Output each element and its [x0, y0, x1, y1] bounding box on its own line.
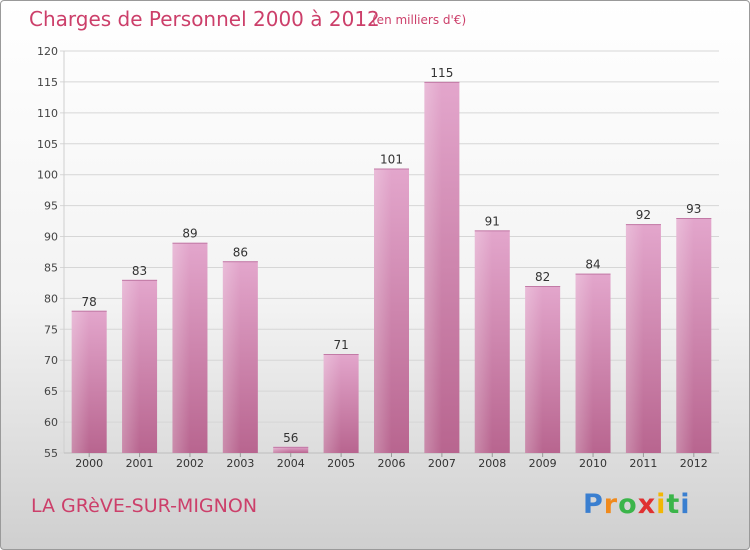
bar-highlight	[424, 81, 442, 453]
bar-highlight	[575, 273, 594, 453]
bar-highlight	[273, 446, 291, 453]
bar-highlight	[676, 217, 694, 453]
y-tick-label: 85	[44, 261, 58, 274]
bar-value-label: 115	[430, 66, 453, 80]
y-tick-label: 120	[37, 45, 58, 58]
bar-value-label: 93	[686, 202, 701, 216]
logo-letter: P	[583, 489, 604, 520]
logo-letter: x	[637, 489, 657, 520]
logo-letter: r	[603, 489, 619, 520]
bar-value-label: 91	[485, 214, 500, 228]
bar-value-label: 84	[585, 258, 600, 272]
bar-highlight	[525, 286, 543, 453]
y-tick-label: 110	[37, 107, 58, 120]
chart-subtitle: (en milliers d'€)	[372, 13, 467, 27]
x-tick-label: 2000	[75, 457, 103, 470]
bar-value-label: 92	[636, 208, 651, 222]
y-tick-label: 65	[44, 385, 58, 398]
y-tick-label: 105	[37, 138, 58, 151]
x-tick-label: 2008	[478, 457, 506, 470]
bar-highlight	[222, 261, 241, 453]
x-tick-label: 2003	[226, 457, 254, 470]
y-tick-label: 75	[44, 323, 58, 336]
bar-value-label: 82	[535, 270, 550, 284]
logo-letter: i	[656, 489, 667, 520]
location-name: LA GRèVE-SUR-MIGNON	[31, 495, 258, 517]
y-tick-label: 90	[44, 231, 58, 244]
bar-highlight	[172, 242, 190, 453]
logo-letter: o	[618, 489, 638, 520]
proxiti-logo: Proxiti	[583, 489, 691, 520]
bar-value-label: 78	[82, 295, 97, 309]
y-tick-label: 80	[44, 292, 58, 305]
x-tick-label: 2012	[680, 457, 708, 470]
bar-value-label: 83	[132, 264, 147, 278]
bar-highlight	[374, 168, 392, 453]
y-tick-label: 55	[44, 447, 58, 460]
bar-value-label: 56	[283, 431, 298, 445]
x-tick-label: 2006	[378, 457, 406, 470]
bar-highlight	[122, 279, 140, 453]
x-tick-label: 2005	[327, 457, 355, 470]
logo-letter: i	[680, 489, 691, 520]
x-tick-label: 2007	[428, 457, 456, 470]
x-tick-label: 2010	[579, 457, 607, 470]
x-tick-label: 2011	[629, 457, 657, 470]
y-tick-label: 115	[37, 76, 58, 89]
y-tick-label: 95	[44, 200, 58, 213]
x-tick-label: 2002	[176, 457, 204, 470]
y-tick-label: 100	[37, 169, 58, 182]
bar-value-label: 86	[233, 245, 248, 259]
y-tick-label: 70	[44, 354, 58, 367]
bar-value-label: 89	[182, 227, 197, 241]
y-tick-label: 60	[44, 416, 58, 429]
chart-title: Charges de Personnel 2000 à 2012	[29, 7, 380, 31]
logo-letter: t	[666, 489, 681, 520]
x-tick-label: 2001	[126, 457, 154, 470]
bar-highlight	[71, 310, 90, 453]
bar-value-label: 101	[380, 153, 403, 167]
bar-value-label: 71	[333, 338, 348, 352]
bar-highlight	[323, 354, 342, 453]
bar-highlight	[474, 230, 493, 453]
x-tick-label: 2004	[277, 457, 305, 470]
x-tick-label: 2009	[529, 457, 557, 470]
bar-chart: 55 60 65 70 75 80 85 90 95 100 105 110 115 120 78 83 89…	[37, 45, 719, 470]
bar-highlight	[625, 224, 644, 453]
